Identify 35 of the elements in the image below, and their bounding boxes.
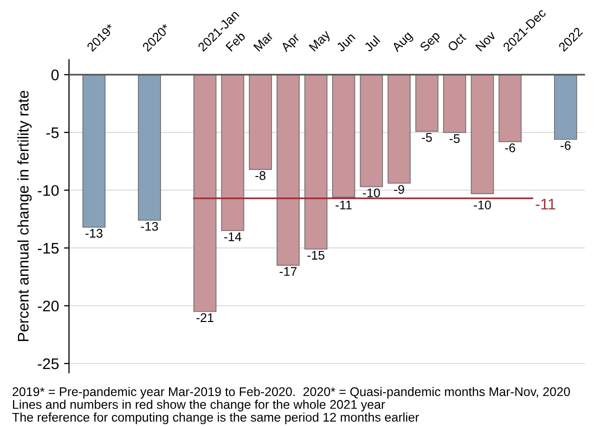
data-label: -21 (196, 313, 214, 322)
data-label: -9 (394, 184, 404, 194)
data-label: -6 (560, 141, 571, 150)
data-label: -8 (255, 171, 266, 180)
data-label: -10 (362, 188, 380, 198)
x-tick-label: Mar (253, 31, 274, 52)
data-label: -6 (505, 143, 516, 152)
x-tick-label: Apr (280, 32, 302, 54)
ref-line-label: -11 (536, 198, 556, 210)
data-label: -11 (336, 200, 352, 210)
x-tick-label: May (308, 29, 333, 54)
x-tick-label: Jul (363, 35, 380, 52)
text: 2019* = Pre-pandemic year Mar-2019 to Feb-2020. 2020* = Quasi-pandemic months Mar-Nov, 2020 (12, 386, 570, 399)
x-tick-label: Sep (419, 30, 442, 54)
y-tick-label: -20 (38, 300, 59, 312)
text: Lines and numbers in red show the change for the whole 2021 year (13, 400, 385, 412)
data-label: -13 (85, 228, 102, 238)
y-tick-label: -25 (38, 358, 59, 370)
text: The reference for computing change is the same period 12 months earlier (12, 412, 419, 424)
data-label: -13 (140, 222, 158, 231)
y-tick-label: -5 (46, 127, 59, 138)
y-tick-label: 0 (51, 70, 59, 80)
x-tick-label: Oct (447, 32, 467, 52)
x-tick-label: Jun (336, 32, 356, 52)
y-axis-title: Percent annual change in fertility rate (17, 90, 32, 342)
data-label: -15 (307, 250, 324, 260)
data-label: -17 (280, 267, 297, 276)
data-label: -5 (450, 134, 460, 143)
x-tick-label: Nov (475, 30, 496, 52)
y-tick-label: -15 (38, 242, 59, 254)
data-label: -14 (224, 232, 242, 242)
y-tick-label: -10 (38, 185, 59, 196)
data-label: -10 (474, 200, 491, 210)
x-tick-label: Aug (391, 31, 414, 54)
data-label: -5 (422, 133, 432, 142)
